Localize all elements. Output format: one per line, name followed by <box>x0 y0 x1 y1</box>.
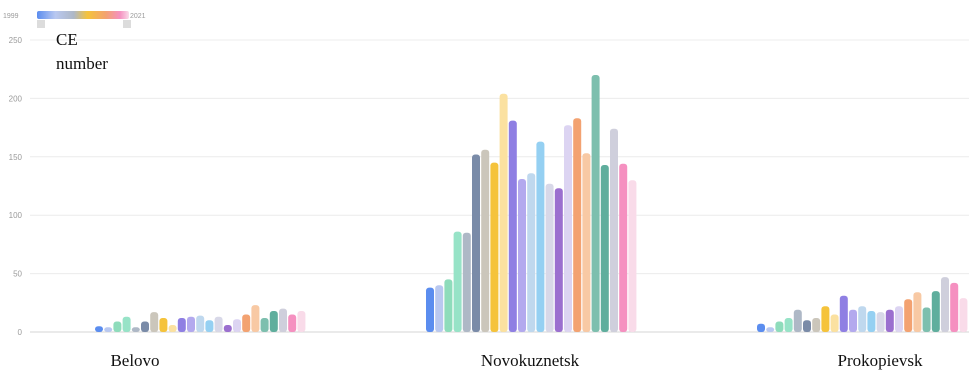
bar-prokopievsk-10[interactable] <box>839 295 848 332</box>
x-axis-category-labels: Belovo Novokuznetsk Prokopievsk <box>110 351 923 370</box>
legend: 1999 2021 <box>3 11 146 28</box>
bar-prokopievsk-13[interactable] <box>867 311 876 332</box>
bar-novokuznetsk-8[interactable] <box>490 162 499 332</box>
bar-novokuznetsk-5[interactable] <box>462 232 471 332</box>
bar-prokopievsk-23[interactable] <box>959 298 968 332</box>
bar-novokuznetsk-21[interactable] <box>610 128 618 332</box>
bar-novokuznetsk-14[interactable] <box>545 183 554 332</box>
bar-prokopievsk-1[interactable] <box>757 323 765 332</box>
bar-novokuznetsk-2[interactable] <box>435 285 444 332</box>
y-tick-label: 200 <box>9 94 23 103</box>
legend-gradient-bar <box>37 11 129 19</box>
y-tick-label: 150 <box>9 153 23 162</box>
bar-prokopievsk-11[interactable] <box>849 309 857 332</box>
bar-belovo-12[interactable] <box>196 315 205 332</box>
bar-belovo-3[interactable] <box>113 321 122 333</box>
bar-novokuznetsk-16[interactable] <box>564 125 572 332</box>
bar-belovo-11[interactable] <box>187 316 195 332</box>
bar-prokopievsk-5[interactable] <box>793 309 802 332</box>
bar-novokuznetsk-1[interactable] <box>426 287 434 332</box>
bar-prokopievsk-8[interactable] <box>821 306 830 332</box>
bar-belovo-18[interactable] <box>251 305 260 332</box>
bar-novokuznetsk-23[interactable] <box>628 180 637 332</box>
bar-novokuznetsk-13[interactable] <box>536 141 545 332</box>
bar-belovo-13[interactable] <box>205 320 214 332</box>
y-axis-title-line-2: number <box>56 54 108 73</box>
bar-prokopievsk-9[interactable] <box>830 314 839 333</box>
y-tick-label: 250 <box>9 36 23 45</box>
bar-novokuznetsk-12[interactable] <box>527 173 536 332</box>
bar-prokopievsk-22[interactable] <box>950 282 959 332</box>
bar-belovo-16[interactable] <box>233 319 241 332</box>
bar-novokuznetsk-3[interactable] <box>444 279 453 332</box>
bar-belovo-4[interactable] <box>122 316 131 332</box>
legend-end-label: 2021 <box>130 13 146 20</box>
bar-belovo-14[interactable] <box>214 316 223 332</box>
bar-prokopievsk-2[interactable] <box>766 327 775 332</box>
x-category-label: Belovo <box>110 351 159 370</box>
bar-belovo-7[interactable] <box>150 312 159 332</box>
bar-prokopievsk-17[interactable] <box>904 299 913 332</box>
bar-belovo-8[interactable] <box>159 318 168 332</box>
bar-novokuznetsk-4[interactable] <box>453 231 462 332</box>
bar-novokuznetsk-11[interactable] <box>518 179 526 332</box>
bar-novokuznetsk-22[interactable] <box>619 163 628 332</box>
y-axis-title-line-1: CE <box>56 30 78 49</box>
bar-belovo-17[interactable] <box>242 314 251 333</box>
bar-belovo-20[interactable] <box>269 311 278 332</box>
bar-prokopievsk-3[interactable] <box>775 321 784 333</box>
bar-novokuznetsk-6[interactable] <box>472 154 480 333</box>
bar-belovo-9[interactable] <box>168 325 177 332</box>
y-tick-label: 50 <box>13 270 22 279</box>
bar-novokuznetsk-10[interactable] <box>508 120 517 332</box>
bar-prokopievsk-18[interactable] <box>913 292 922 332</box>
bar-novokuznetsk-18[interactable] <box>582 153 591 332</box>
bar-novokuznetsk-20[interactable] <box>600 165 609 332</box>
bar-prokopievsk-16[interactable] <box>895 306 903 332</box>
gridlines <box>30 39 969 333</box>
bar-prokopievsk-7[interactable] <box>812 318 821 332</box>
y-tick-label: 100 <box>9 211 23 220</box>
legend-start-label: 1999 <box>3 13 19 20</box>
legend-end-handle[interactable] <box>123 20 131 28</box>
bar-novokuznetsk-15[interactable] <box>554 188 563 332</box>
bar-belovo-5[interactable] <box>131 327 140 332</box>
bar-belovo-22[interactable] <box>288 314 297 333</box>
bar-belovo-1[interactable] <box>95 326 103 332</box>
bar-belovo-23[interactable] <box>297 311 306 332</box>
y-axis-title: CE number <box>56 30 108 73</box>
bar-prokopievsk-4[interactable] <box>784 318 793 332</box>
bar-belovo-10[interactable] <box>177 318 186 332</box>
bar-prokopievsk-15[interactable] <box>885 309 894 332</box>
bar-belovo-6[interactable] <box>141 321 149 333</box>
bar-belovo-21[interactable] <box>279 308 287 332</box>
bar-prokopievsk-12[interactable] <box>858 306 867 332</box>
bar-prokopievsk-19[interactable] <box>922 307 931 333</box>
bar-novokuznetsk-7[interactable] <box>481 149 490 332</box>
bar-prokopievsk-14[interactable] <box>876 312 885 332</box>
x-category-label: Novokuznetsk <box>481 351 580 370</box>
y-axis-ticks: 0 50 100 150 200 250 <box>9 36 23 337</box>
bar-novokuznetsk-17[interactable] <box>573 118 582 332</box>
bar-prokopievsk-6[interactable] <box>803 320 811 332</box>
bar-novokuznetsk-9[interactable] <box>499 93 508 332</box>
y-tick-label: 0 <box>18 328 23 337</box>
bar-prokopievsk-20[interactable] <box>931 291 940 332</box>
bars <box>95 75 968 333</box>
bar-prokopievsk-21[interactable] <box>941 277 949 332</box>
bar-belovo-2[interactable] <box>104 327 113 332</box>
legend-start-handle[interactable] <box>37 20 45 28</box>
bar-novokuznetsk-19[interactable] <box>591 75 600 332</box>
x-category-label: Prokopievsk <box>838 351 924 370</box>
bar-belovo-19[interactable] <box>260 318 269 332</box>
bar-belovo-15[interactable] <box>223 325 232 332</box>
